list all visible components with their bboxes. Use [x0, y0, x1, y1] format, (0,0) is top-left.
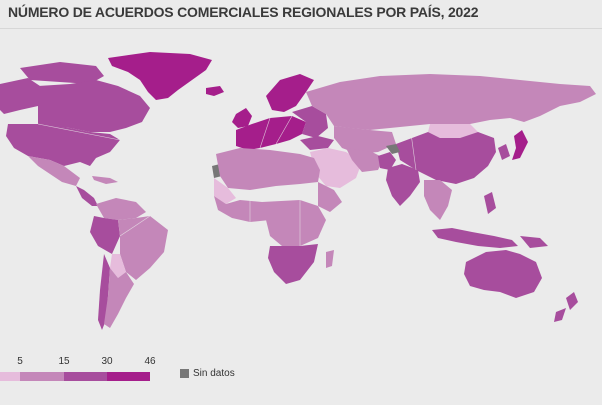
central-africa	[262, 200, 326, 246]
world-map	[0, 52, 596, 330]
legend: 5 15 30 46 Sin datos	[0, 350, 602, 390]
indonesia	[432, 228, 518, 248]
south-america-north	[96, 198, 146, 220]
scandinavia	[266, 74, 314, 112]
legend-tick-5: 5	[17, 356, 23, 367]
iceland	[206, 86, 224, 96]
nodata-label: Sin datos	[193, 368, 235, 379]
china	[396, 132, 496, 184]
pakistan	[378, 152, 396, 170]
bolivia-paraguay	[110, 254, 126, 278]
southeast-asia	[424, 180, 452, 220]
caribbean	[92, 176, 118, 184]
legend-swatch-level-3	[64, 372, 107, 381]
legend-tick-46: 46	[144, 356, 156, 367]
chile	[98, 254, 110, 330]
central-asia	[334, 126, 396, 154]
west-africa	[214, 196, 276, 222]
alaska	[0, 78, 40, 114]
middle-east	[310, 148, 362, 188]
greenland	[108, 52, 212, 100]
new-zealand-south	[554, 308, 566, 322]
new-zealand	[566, 292, 578, 310]
india	[386, 164, 420, 206]
page-title: NÚMERO DE ACUERDOS COMERCIALES REGIONALE…	[8, 4, 479, 20]
title-divider	[0, 28, 602, 29]
eastern-europe	[292, 106, 328, 138]
japan	[512, 130, 528, 160]
mauritania-mali	[214, 178, 236, 204]
australia	[464, 250, 542, 298]
russia	[306, 74, 596, 130]
north-africa	[216, 148, 320, 190]
papua-new-guinea	[520, 236, 548, 248]
mongolia	[428, 124, 478, 138]
korea	[498, 144, 510, 160]
legend-tick-30: 30	[101, 356, 113, 367]
central-america	[76, 186, 98, 206]
philippines	[484, 192, 496, 214]
legend-swatch-level-1	[0, 372, 20, 381]
legend-swatch-level-4	[107, 372, 150, 381]
peru	[90, 216, 120, 254]
no-data-region-asia	[386, 144, 400, 154]
canada	[38, 80, 150, 132]
legend-swatch-level-2	[20, 372, 64, 381]
turkey	[300, 136, 334, 150]
horn-of-africa	[318, 182, 342, 212]
mexico	[28, 156, 80, 186]
madagascar	[326, 250, 334, 268]
brazil	[118, 216, 168, 280]
southern-africa	[268, 244, 318, 284]
iran-afghanistan	[346, 148, 384, 172]
uk-ireland	[232, 108, 252, 128]
nodata-swatch	[180, 369, 189, 378]
western-europe	[236, 116, 306, 150]
canada-arctic-islands	[20, 62, 104, 84]
argentina	[104, 268, 134, 328]
legend-tick-15: 15	[58, 356, 70, 367]
